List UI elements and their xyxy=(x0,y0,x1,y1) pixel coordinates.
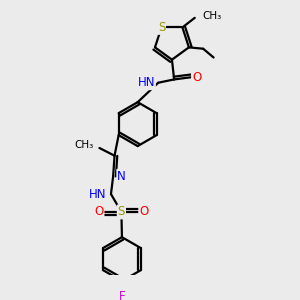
Text: O: O xyxy=(139,206,148,218)
Text: N: N xyxy=(117,170,126,183)
Text: HN: HN xyxy=(137,76,155,89)
Text: O: O xyxy=(94,206,104,218)
Text: F: F xyxy=(118,290,125,300)
Text: O: O xyxy=(192,71,201,84)
Text: S: S xyxy=(158,21,165,34)
Text: S: S xyxy=(118,206,125,218)
Text: HN: HN xyxy=(88,188,106,201)
Text: CH₃: CH₃ xyxy=(202,11,222,21)
Text: CH₃: CH₃ xyxy=(74,140,93,150)
